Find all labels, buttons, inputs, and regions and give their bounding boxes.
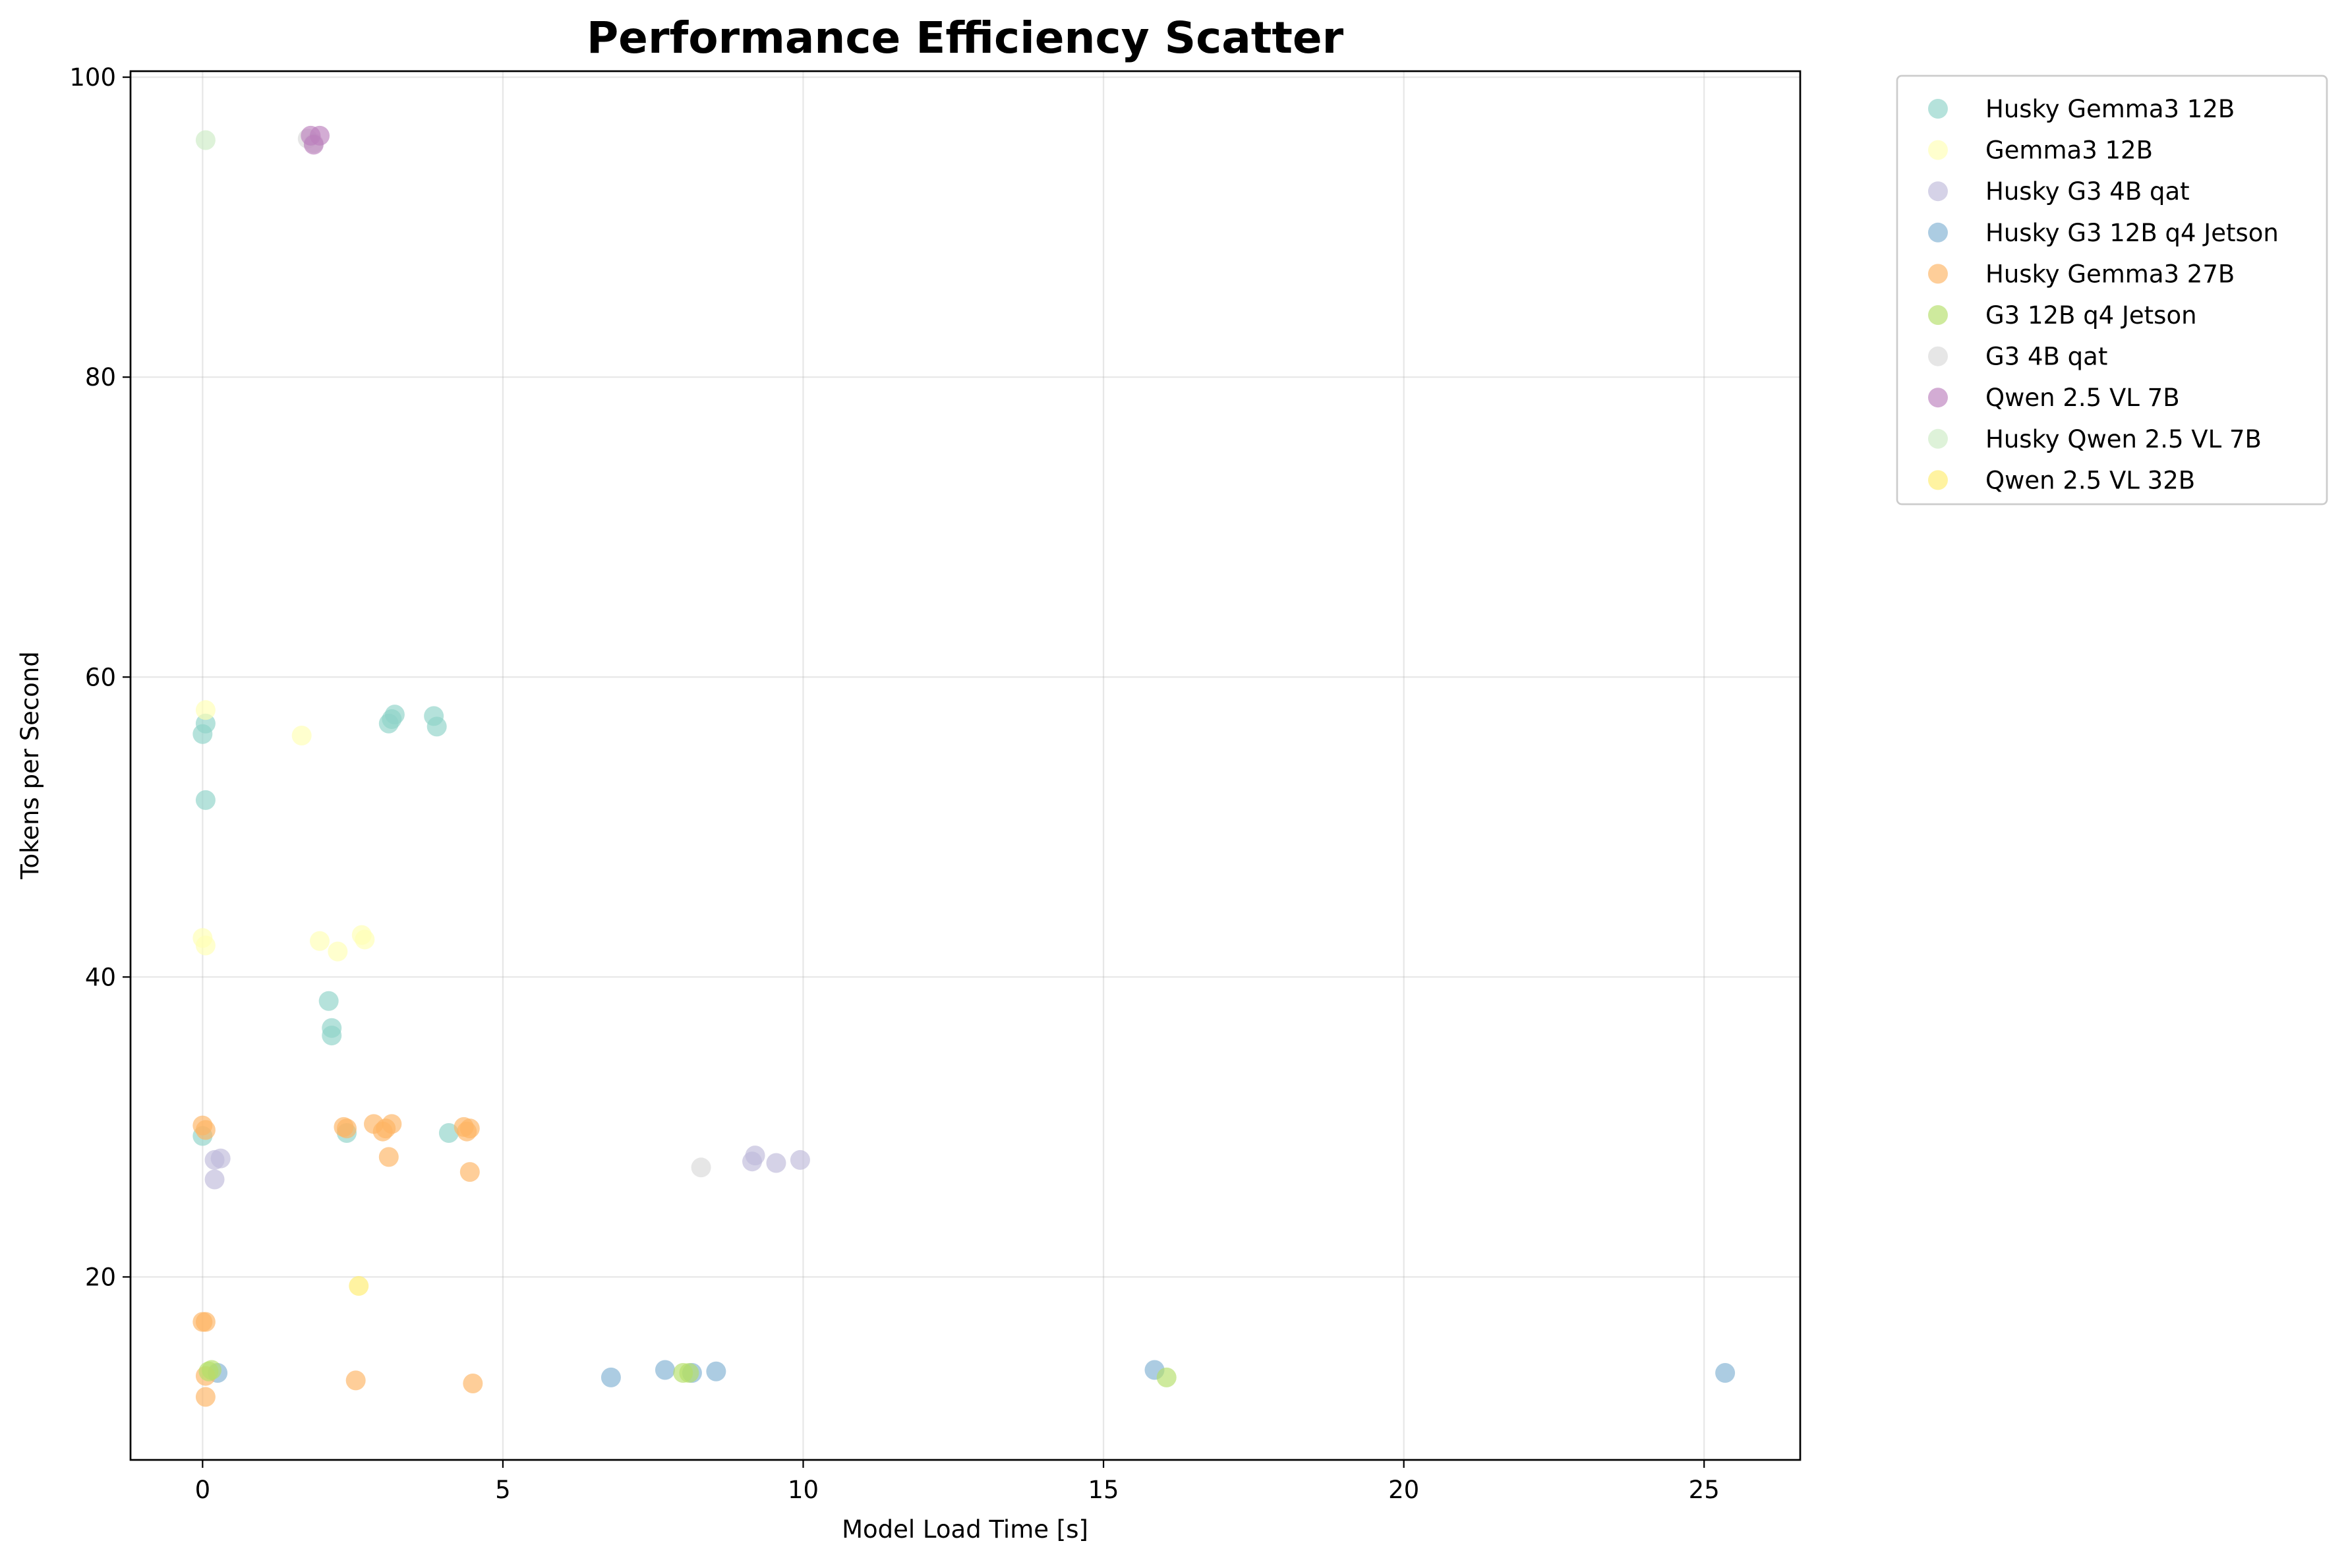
legend-label: Husky G3 12B q4 Jetson [1985, 219, 2279, 247]
scatter-point [438, 1122, 459, 1143]
grid-lines [131, 71, 1800, 1460]
legend-label: G3 12B q4 Jetson [1985, 301, 2197, 330]
scatter-point [382, 1114, 402, 1134]
scatter-point [210, 1148, 231, 1169]
scatter-point [655, 1360, 675, 1380]
scatter-point [459, 1118, 480, 1139]
legend-marker [1928, 140, 1948, 160]
scatter-point [459, 1162, 480, 1182]
legend-marker [1928, 346, 1948, 366]
scatter-point [745, 1146, 765, 1166]
legend-marker [1928, 470, 1948, 490]
scatter-point [426, 716, 447, 737]
series-points [192, 700, 375, 962]
scatter-point [322, 1026, 342, 1046]
scatter-point [318, 991, 339, 1011]
axis-ticks: 0 5 10 15 20 25 20 40 60 80 100 [69, 63, 1719, 1504]
scatter-point [706, 1361, 726, 1381]
series-points [349, 1276, 369, 1296]
y-tick-label: 100 [69, 63, 116, 92]
scatter-point [345, 1370, 366, 1391]
scatter-point [328, 941, 348, 962]
x-tick-label: 20 [1388, 1476, 1419, 1504]
legend-label: Gemma3 12B [1985, 136, 2153, 165]
x-axis-label: Model Load Time [s] [842, 1515, 1088, 1544]
y-axis-label: Tokens per Second [16, 651, 44, 880]
y-tick-label: 80 [85, 363, 116, 392]
legend-marker [1928, 388, 1948, 408]
scatter-point [310, 931, 330, 951]
scatter-point [766, 1153, 786, 1173]
legend-marker [1928, 428, 1948, 449]
legend-marker [1928, 99, 1948, 119]
data-points [192, 125, 1736, 1407]
scatter-point [790, 1149, 810, 1170]
scatter-point [195, 790, 216, 810]
legend-label: Husky G3 4B qat [1985, 177, 2190, 206]
legend-label: G3 4B qat [1985, 343, 2107, 371]
legend-label: Qwen 2.5 VL 32B [1985, 466, 2195, 494]
legend-frame [1896, 74, 2328, 506]
legend-label: Husky Gemma3 12B [1985, 95, 2235, 123]
series-points [301, 125, 330, 155]
legend-marker [1928, 305, 1948, 325]
series-points [198, 1360, 1177, 1387]
chart-title: Performance Efficiency Scatter [587, 13, 1344, 63]
scatter-point [463, 1373, 483, 1393]
scatter-point [195, 1312, 216, 1332]
y-tick-label: 40 [85, 963, 116, 991]
series-points [195, 130, 216, 150]
series-points [204, 1146, 810, 1190]
series-points [192, 1114, 483, 1407]
scatter-point [195, 1120, 216, 1140]
scatter-point [337, 1118, 357, 1139]
scatter-point [384, 705, 405, 725]
x-tick-label: 25 [1689, 1476, 1720, 1504]
scatter-point [1156, 1367, 1177, 1387]
y-tick-label: 20 [85, 1263, 116, 1291]
scatter-point [202, 1360, 222, 1380]
scatter-point [195, 935, 216, 956]
plot-frame [129, 70, 1802, 1461]
legend-marker [1928, 222, 1948, 243]
scatter-point [1715, 1363, 1736, 1383]
scatter-point [204, 1169, 225, 1190]
y-tick-label: 60 [85, 663, 116, 691]
scatter-point [679, 1363, 699, 1383]
legend-marker [1928, 264, 1948, 284]
scatter-point [195, 130, 216, 150]
legend-label: Qwen 2.5 VL 7B [1985, 384, 2180, 412]
scatter-point [355, 929, 375, 950]
scatter-point [291, 725, 312, 745]
x-tick-label: 10 [788, 1476, 819, 1504]
scatter-point [601, 1367, 621, 1387]
scatter-point [310, 125, 330, 146]
legend-marker [1928, 181, 1948, 202]
legend-label: Husky Gemma3 27B [1985, 260, 2235, 288]
legend: Husky Gemma3 12B Gemma3 12B Husky G3 4B qa… [1896, 74, 2328, 506]
scatter-point [195, 700, 216, 720]
x-tick-label: 0 [195, 1476, 211, 1504]
scatter-point [691, 1157, 711, 1178]
legend-label: Husky Qwen 2.5 VL 7B [1985, 425, 2262, 453]
x-tick-label: 15 [1088, 1476, 1119, 1504]
scatter-point [349, 1276, 369, 1296]
x-tick-label: 5 [495, 1476, 511, 1504]
scatter-point [378, 1147, 399, 1167]
scatter-point [195, 1387, 216, 1407]
